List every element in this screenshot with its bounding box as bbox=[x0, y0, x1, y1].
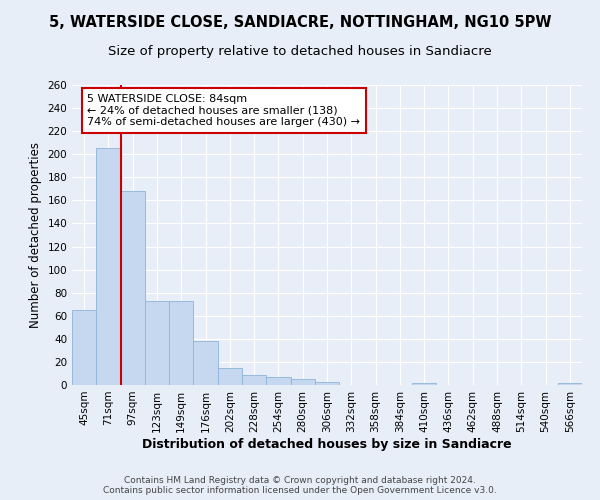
Bar bbox=[145, 301, 169, 385]
Bar bbox=[193, 341, 218, 385]
Text: Contains HM Land Registry data © Crown copyright and database right 2024.
Contai: Contains HM Land Registry data © Crown c… bbox=[103, 476, 497, 495]
Bar bbox=[290, 379, 315, 385]
Text: 5 WATERSIDE CLOSE: 84sqm
← 24% of detached houses are smaller (138)
74% of semi-: 5 WATERSIDE CLOSE: 84sqm ← 24% of detach… bbox=[88, 94, 360, 127]
Bar bbox=[242, 374, 266, 385]
Text: 5, WATERSIDE CLOSE, SANDIACRE, NOTTINGHAM, NG10 5PW: 5, WATERSIDE CLOSE, SANDIACRE, NOTTINGHA… bbox=[49, 15, 551, 30]
Y-axis label: Number of detached properties: Number of detached properties bbox=[29, 142, 42, 328]
Text: Size of property relative to detached houses in Sandiacre: Size of property relative to detached ho… bbox=[108, 45, 492, 58]
Bar bbox=[121, 191, 145, 385]
X-axis label: Distribution of detached houses by size in Sandiacre: Distribution of detached houses by size … bbox=[142, 438, 512, 450]
Bar bbox=[412, 382, 436, 385]
Bar bbox=[169, 301, 193, 385]
Bar bbox=[218, 368, 242, 385]
Bar bbox=[558, 382, 582, 385]
Bar bbox=[266, 377, 290, 385]
Bar bbox=[96, 148, 121, 385]
Bar bbox=[72, 310, 96, 385]
Bar bbox=[315, 382, 339, 385]
